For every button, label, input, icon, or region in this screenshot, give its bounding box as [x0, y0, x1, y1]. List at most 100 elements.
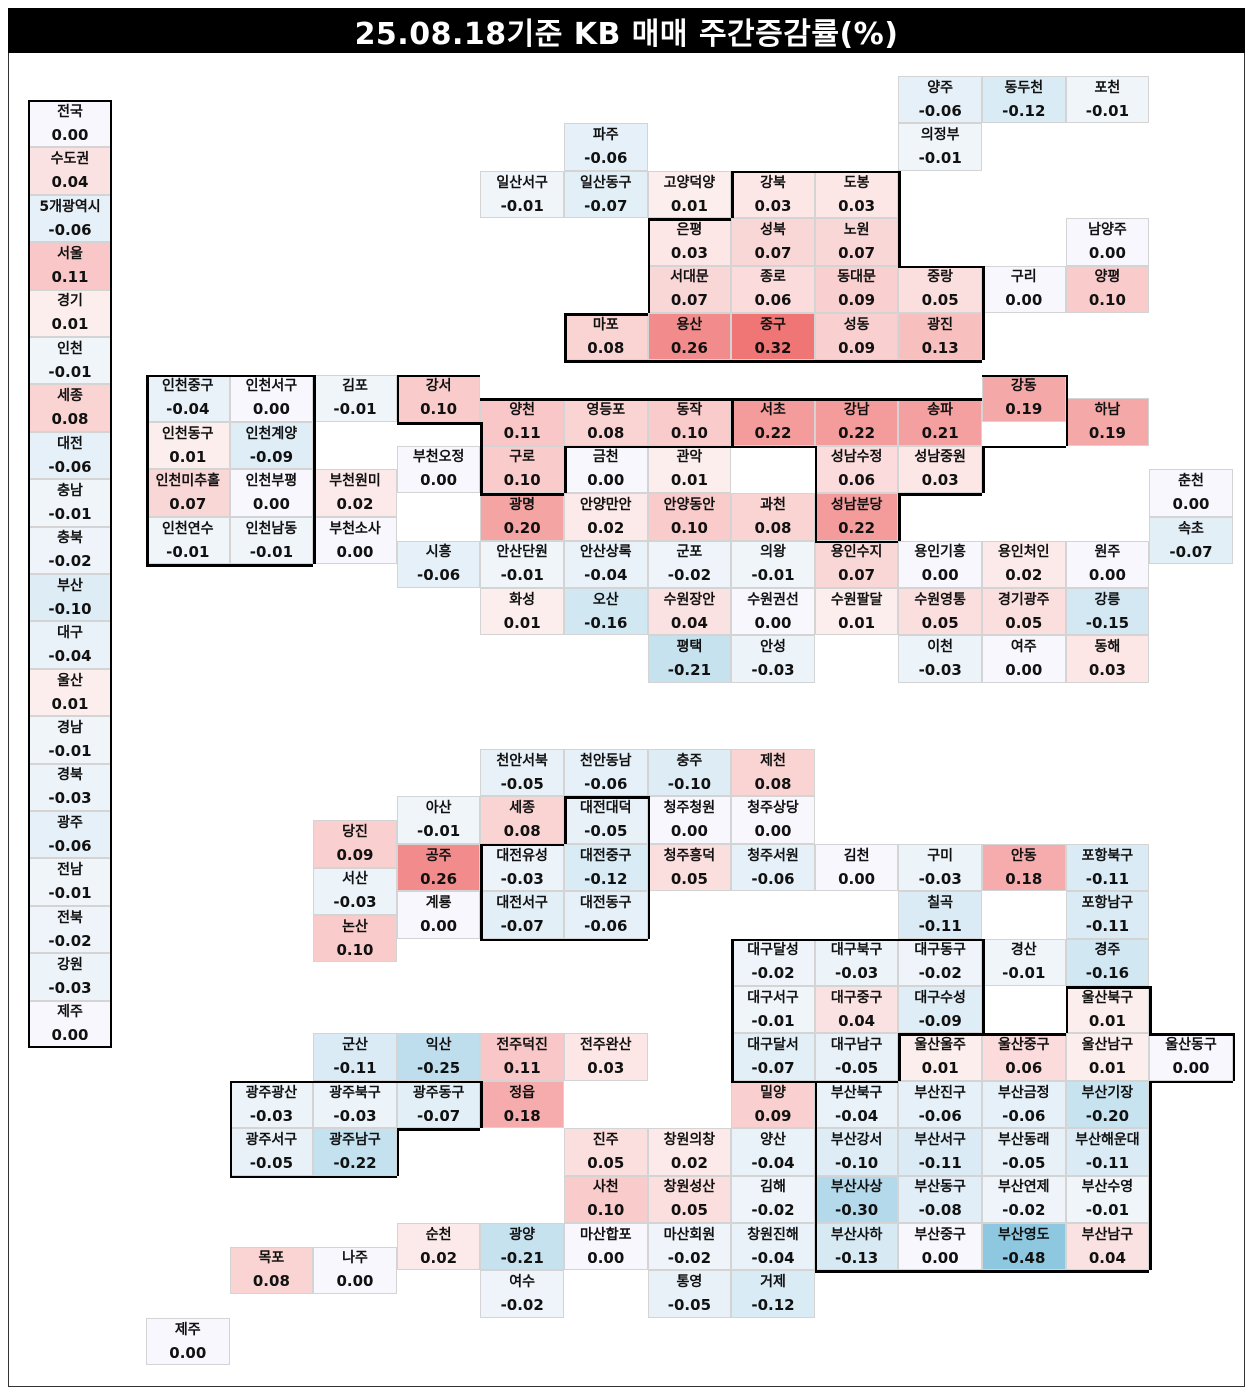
group-border-line	[1065, 374, 1069, 446]
region-value: -0.12	[584, 869, 628, 888]
region-cell: 청주상당 0.00	[731, 796, 815, 844]
region-name: 포천	[1094, 79, 1121, 96]
summary-name: 전북	[57, 909, 83, 926]
region-value: -0.03	[751, 661, 795, 680]
region-value: 0.06	[1005, 1059, 1043, 1078]
region-cell: 평택 -0.21	[647, 635, 732, 683]
region-name: 부산사하	[830, 1226, 883, 1243]
group-border-line	[146, 374, 314, 378]
region-cell: 광명 0.20	[480, 493, 564, 541]
region-name: 용인수지	[830, 544, 883, 561]
region-value: 0.05	[921, 291, 959, 310]
region-value: -0.01	[416, 822, 461, 841]
region-cell: 동대문 0.09	[814, 265, 899, 313]
region-value: 0.32	[754, 338, 792, 357]
region-name: 서산	[342, 871, 368, 888]
region-value: -0.01	[500, 196, 544, 215]
region-cell: 서대문 0.07	[647, 265, 732, 313]
group-border-line	[146, 374, 149, 565]
region-cell: 계룡 0.00	[396, 891, 481, 939]
region-value: -0.06	[751, 869, 795, 888]
region-cell: 안양동안 0.10	[647, 493, 732, 541]
region-name: 부산사상	[830, 1179, 883, 1196]
region-cell: 대구수성 -0.09	[898, 986, 982, 1034]
region-value: -0.03	[500, 869, 544, 888]
group-border-line	[564, 445, 732, 449]
region-cell: 남양주 0.00	[1065, 218, 1150, 266]
region-name: 이천	[927, 639, 954, 656]
region-name: 금천	[592, 449, 619, 466]
region-value: 0.00	[336, 542, 374, 561]
region-cell: 여주 0.00	[982, 635, 1066, 683]
region-value: 0.10	[420, 400, 458, 419]
region-name: 익산	[425, 1037, 452, 1054]
region-value: 0.01	[1088, 1059, 1126, 1078]
summary-name: 충남	[57, 482, 83, 499]
region-name: 광명	[509, 496, 536, 513]
region-name: 양산	[760, 1131, 786, 1148]
region-value: 0.07	[670, 291, 708, 310]
summary-value: -0.10	[48, 599, 92, 618]
region-name: 부산강서	[830, 1131, 883, 1148]
region-value: 0.00	[1088, 566, 1126, 585]
region-value: 0.18	[503, 1106, 541, 1125]
region-name: 인천남동	[245, 520, 298, 537]
region-cell: 일산서구 -0.01	[480, 170, 564, 219]
region-cell: 부천소사 0.00	[313, 516, 397, 565]
region-name: 서대문	[670, 269, 709, 286]
region-value: -0.05	[584, 822, 628, 841]
region-cell: 대구중구 0.04	[814, 986, 899, 1034]
region-cell: 군산 -0.11	[313, 1033, 397, 1081]
region-value: -0.06	[918, 1106, 962, 1125]
region-cell: 청주서원 -0.06	[731, 843, 815, 892]
region-value: -0.16	[584, 613, 628, 632]
region-value: 0.07	[838, 243, 876, 262]
summary-cell: 전국 0.00	[28, 100, 112, 148]
group-border-line	[1149, 1080, 1233, 1084]
region-name: 동두천	[1004, 79, 1044, 96]
region-cell: 수원팔달 0.01	[814, 587, 899, 636]
region-cell: 부산진구 -0.06	[898, 1080, 982, 1129]
region-cell: 강동 0.19	[982, 374, 1066, 422]
group-border-line	[731, 445, 815, 449]
region-value: 0.01	[169, 447, 207, 466]
region-name: 인천계양	[245, 425, 298, 442]
region-name: 안양동안	[663, 496, 716, 513]
region-name: 인천부평	[245, 473, 298, 490]
region-value: -0.04	[834, 1106, 879, 1125]
group-border-line	[814, 445, 818, 541]
region-name: 창원진해	[747, 1226, 799, 1243]
region-value: -0.08	[918, 1201, 962, 1220]
region-value: 0.03	[587, 1059, 625, 1078]
region-cell: 부산연제 -0.02	[982, 1175, 1066, 1224]
region-name: 논산	[342, 918, 368, 935]
region-name: 오산	[592, 591, 619, 608]
region-cell: 도봉 0.03	[814, 170, 899, 219]
region-cell: 부산남구 0.04	[1065, 1223, 1150, 1271]
region-name: 성동	[843, 316, 870, 333]
group-border-line	[814, 1080, 899, 1084]
region-cell: 부천원미 0.02	[313, 469, 397, 517]
region-value: 0.08	[503, 822, 541, 841]
region-cell: 마포 0.08	[564, 313, 648, 361]
region-value: 0.00	[169, 1343, 207, 1362]
region-value: 0.07	[838, 566, 876, 585]
region-name: 전주덕진	[496, 1037, 548, 1054]
region-cell: 광양 -0.21	[480, 1223, 564, 1271]
group-border-line	[396, 422, 481, 425]
region-value: -0.03	[333, 1106, 377, 1125]
region-value: -0.11	[918, 1153, 962, 1172]
region-value: -0.01	[166, 542, 210, 561]
region-value: 0.00	[838, 869, 876, 888]
region-name: 관악	[676, 449, 703, 466]
region-cell: 안양만안 0.02	[564, 493, 648, 541]
region-name: 강남	[843, 402, 870, 419]
summary-name: 인천	[57, 340, 83, 357]
region-name: 부산동래	[998, 1131, 1050, 1148]
group-border-line	[1149, 1033, 1233, 1036]
summary-name: 광주	[57, 814, 83, 831]
region-cell: 경산 -0.01	[982, 938, 1066, 987]
region-value: 0.05	[1005, 613, 1043, 632]
region-value: 0.13	[921, 338, 959, 357]
region-name: 포항북구	[1081, 847, 1134, 864]
